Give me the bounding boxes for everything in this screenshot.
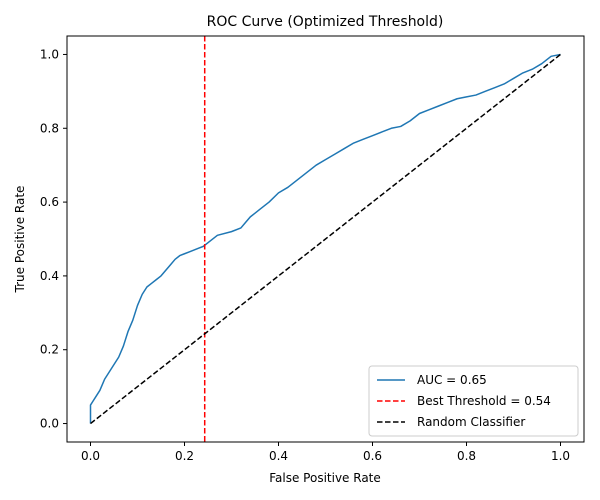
- chart-title: ROC Curve (Optimized Threshold): [207, 14, 444, 30]
- y-tick-label: 0.4: [40, 269, 59, 283]
- axes-frame: [66, 35, 585, 443]
- random-classifier-line: [90, 53, 561, 425]
- y-tick-label: 0.6: [40, 195, 59, 209]
- y-tick-label: 0.8: [40, 121, 59, 135]
- legend-box: [368, 365, 579, 437]
- y-tick-label: 0.0: [40, 417, 59, 431]
- plot-area: 0.0 0.2 0.4 0.6 0.8 1.0 0.0 0.2 0.4 0.6 0.8 1.0: [40, 35, 585, 463]
- legend: AUC = 0.65 Best Threshold = 0.54 Random Cl…: [368, 365, 579, 437]
- legend-label: Random Classifier: [417, 415, 525, 429]
- x-tick-label: 0.2: [175, 449, 194, 463]
- y-tick-label: 0.2: [40, 343, 59, 357]
- x-tick-label: 1.0: [551, 449, 570, 463]
- y-axis-label: True Positive Rate: [13, 186, 27, 294]
- x-tick-label: 0.6: [363, 449, 382, 463]
- legend-label: AUC = 0.65: [417, 373, 487, 387]
- x-tick-label: 0.4: [269, 449, 288, 463]
- x-axis-label: False Positive Rate: [269, 471, 381, 485]
- x-tick-label: 0.8: [457, 449, 476, 463]
- legend-label: Best Threshold = 0.54: [417, 394, 551, 408]
- roc-curve-line: [89, 53, 561, 424]
- x-tick-label: 0.0: [81, 449, 100, 463]
- y-tick-label: 1.0: [40, 47, 59, 61]
